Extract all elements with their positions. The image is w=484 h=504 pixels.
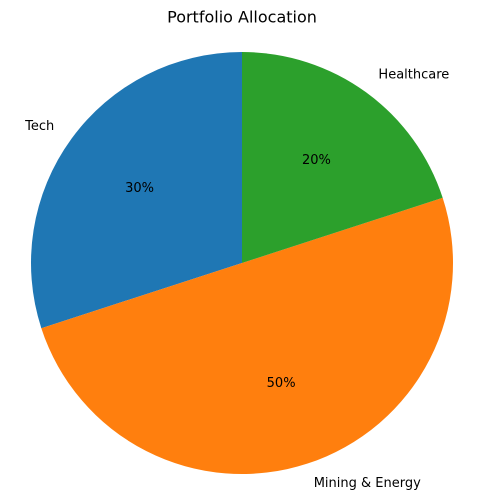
value-label: 50%	[267, 376, 296, 391]
value-label: 20%	[302, 153, 331, 168]
slice-label: Tech	[24, 119, 54, 134]
pie-slice	[30, 52, 243, 329]
slice-label: Mining & Energy	[314, 476, 421, 491]
pie-slice	[41, 197, 453, 474]
chart-title: Portfolio Allocation	[167, 8, 317, 27]
value-label: 30%	[125, 181, 154, 196]
slice-label: Healthcare	[378, 68, 449, 83]
pie-slice	[242, 52, 443, 263]
